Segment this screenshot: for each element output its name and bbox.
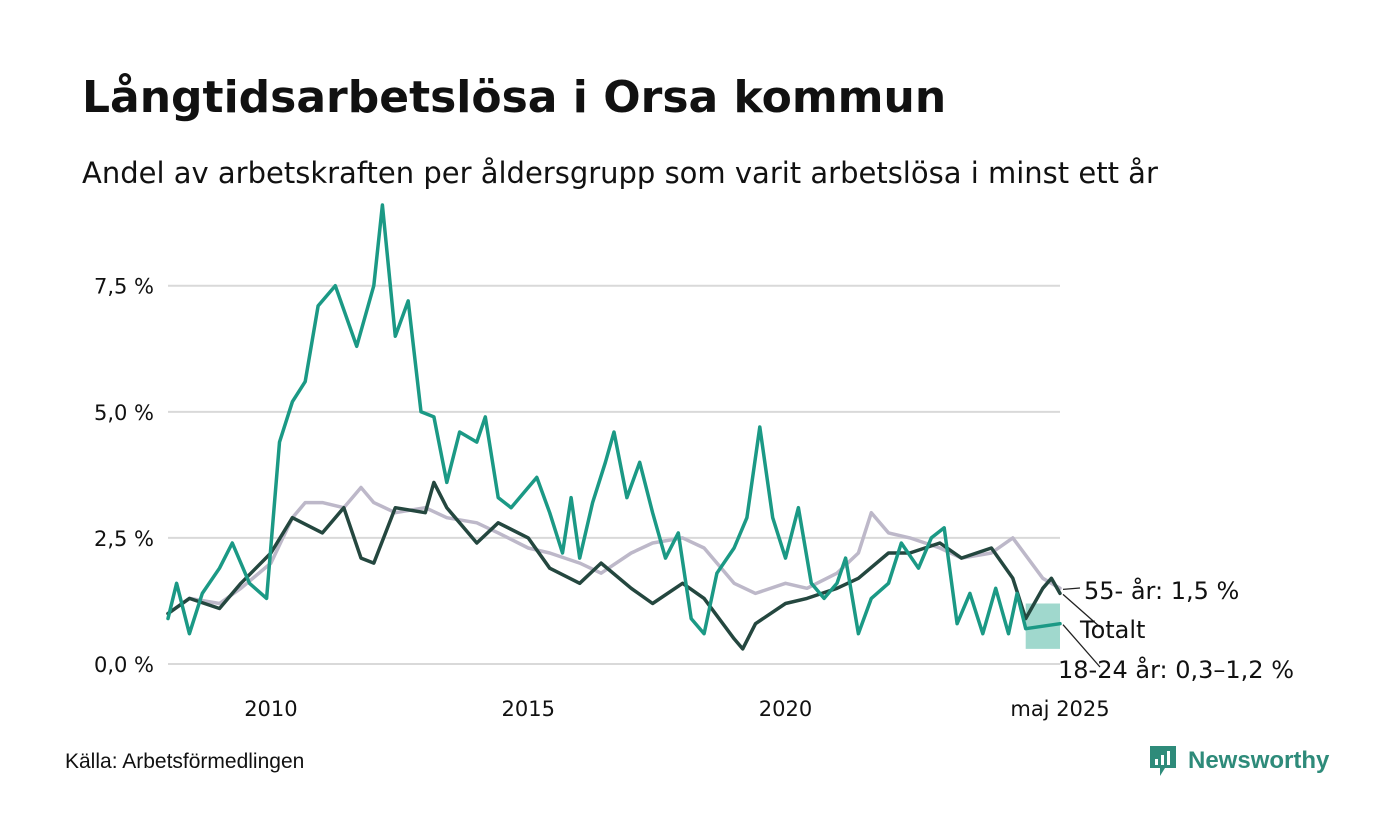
brand-name: Newsworthy bbox=[1188, 747, 1330, 774]
end-label-youth: 18-24 år: 0,3–1,2 % bbox=[1058, 655, 1294, 684]
series-line-youth bbox=[166, 203, 1062, 636]
source-note: Källa: Arbetsförmedlingen bbox=[65, 750, 305, 773]
y-tick-label: 5,0 % bbox=[94, 401, 154, 425]
end-label-leader bbox=[1062, 587, 1081, 590]
x-tick-label: 2015 bbox=[502, 697, 555, 721]
x-tick-label: 2010 bbox=[244, 697, 297, 721]
chart-title: Långtidsarbetslösa i Orsa kommun bbox=[82, 72, 947, 123]
series-line-senior bbox=[166, 485, 1062, 616]
grid-lines bbox=[168, 284, 1060, 665]
x-tick-label: maj 2025 bbox=[1010, 697, 1109, 721]
end-label-leader bbox=[1062, 593, 1101, 628]
x-tick-label: 2020 bbox=[759, 697, 812, 721]
newsworthy-logo-icon bbox=[1150, 746, 1176, 776]
end-label-total: Totalt bbox=[1079, 616, 1145, 644]
y-tick-label: 0,0 % bbox=[94, 653, 154, 677]
chart-subtitle: Andel av arbetskraften per åldersgrupp s… bbox=[82, 156, 1158, 190]
newsworthy-brand[interactable]: Newsworthy bbox=[1148, 744, 1329, 778]
y-tick-label: 7,5 % bbox=[94, 275, 154, 299]
end-label-senior: 55- år: 1,5 % bbox=[1084, 576, 1239, 605]
series-lines bbox=[166, 203, 1062, 651]
axis-tick-labels: 0,0 % 2,5 % 5,0 % 7,5 % 2010 2015 2020 maj 2025 bbox=[94, 275, 1110, 721]
end-labels: 55- år: 1,5 % Totalt 18-24 år: 0,3–1,2 % bbox=[1058, 576, 1294, 684]
end-label-leader bbox=[1062, 624, 1101, 668]
y-tick-label: 2,5 % bbox=[94, 527, 154, 551]
